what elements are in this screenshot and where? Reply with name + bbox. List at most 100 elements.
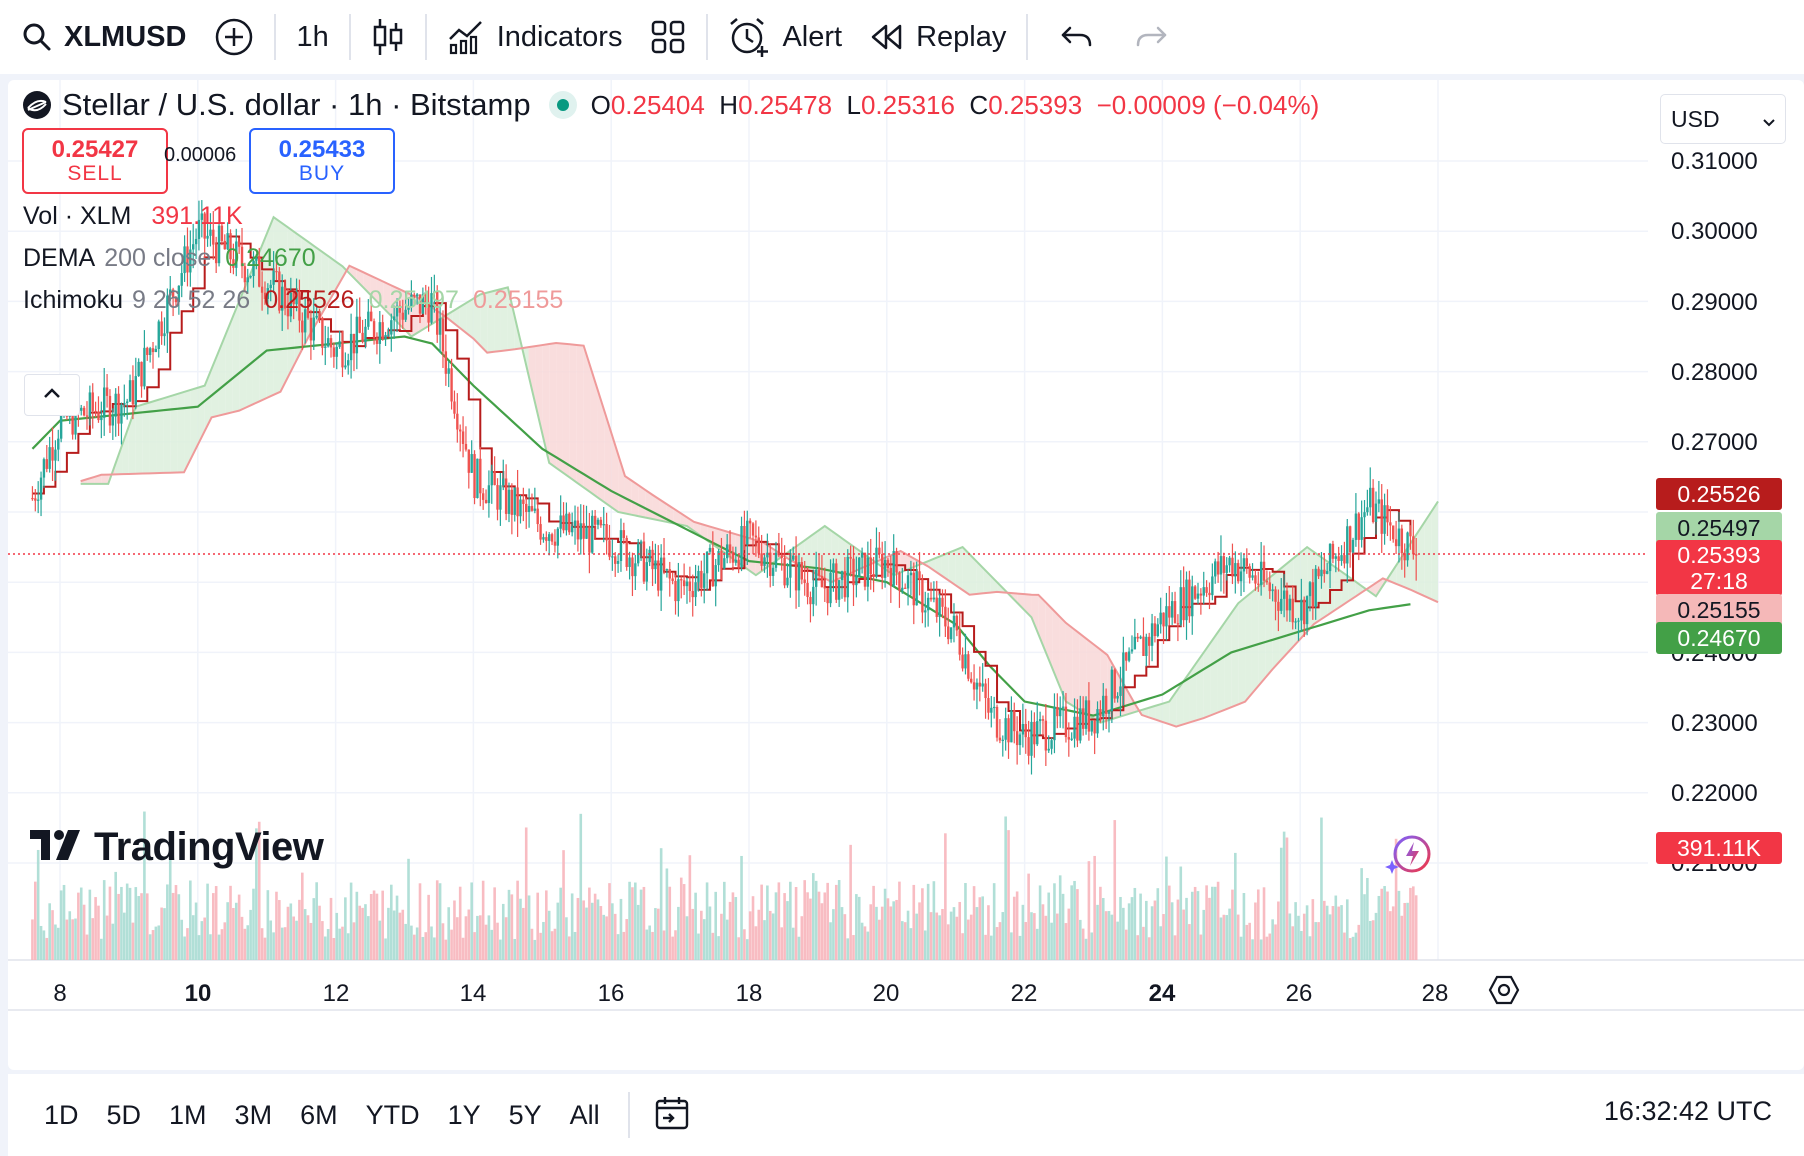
cloud-segment xyxy=(935,555,942,576)
volume-bar xyxy=(1173,935,1177,960)
candle-body xyxy=(1354,513,1358,540)
currency-select[interactable]: USD xyxy=(1660,94,1786,144)
candle-body xyxy=(131,380,135,405)
volume-bar xyxy=(412,934,416,960)
candle-body xyxy=(961,654,964,669)
volume-bar xyxy=(757,909,761,960)
volume-bar xyxy=(36,849,40,960)
candle-body xyxy=(97,411,100,421)
cloud-segment xyxy=(631,480,639,517)
candle-body xyxy=(484,499,488,504)
candle-body xyxy=(269,284,272,289)
volume-bar xyxy=(998,922,1002,960)
volume-bar xyxy=(1070,885,1073,960)
volume-bar xyxy=(625,919,629,960)
volume-bar xyxy=(1259,939,1263,960)
range-1d-button[interactable]: 1D xyxy=(44,1099,79,1130)
range-all-button[interactable]: All xyxy=(569,1099,600,1130)
candle-body xyxy=(1248,566,1251,578)
candle-body xyxy=(249,276,252,278)
sell-button[interactable]: 0.25427 SELL xyxy=(22,128,168,194)
range-5d-button[interactable]: 5D xyxy=(106,1099,142,1130)
candle-body xyxy=(1202,587,1205,596)
candle-body xyxy=(1208,592,1211,596)
range-3m-button[interactable]: 3M xyxy=(234,1099,273,1130)
replay-button[interactable]: Replay xyxy=(856,0,1020,74)
chart-type-button[interactable] xyxy=(357,0,419,74)
time-label: 14 xyxy=(459,980,487,1007)
candle-body xyxy=(349,333,353,361)
candle-body xyxy=(1004,718,1007,740)
symbol-search[interactable]: XLMUSD xyxy=(0,0,200,74)
candle-body xyxy=(1228,557,1231,566)
candle-body xyxy=(321,317,324,348)
volume-bar xyxy=(212,893,215,960)
indicators-button[interactable]: Indicators xyxy=(433,0,637,74)
cloud-segment xyxy=(962,547,970,595)
range-1m-button[interactable]: 1M xyxy=(169,1099,207,1130)
range-ytd-button[interactable]: YTD xyxy=(365,1099,420,1130)
legend-collapse-button[interactable] xyxy=(24,374,80,416)
undo-button[interactable] xyxy=(1034,0,1108,74)
candle-body xyxy=(1245,558,1249,567)
interval-button[interactable]: 1h xyxy=(282,0,342,74)
assistant-lightning-button[interactable] xyxy=(1384,832,1434,885)
volume-bar xyxy=(464,916,468,960)
volume-bar xyxy=(209,934,212,960)
cloud-segment xyxy=(1238,597,1246,705)
price-chart[interactable] xyxy=(8,80,1804,1070)
volume-bar xyxy=(545,890,548,960)
range-5y-button[interactable]: 5Y xyxy=(508,1099,542,1130)
volume-bar xyxy=(430,926,433,960)
layouts-button[interactable] xyxy=(636,0,700,74)
volume-bar xyxy=(1305,905,1309,960)
cloud-segment xyxy=(1017,593,1025,611)
candle-body xyxy=(461,431,465,444)
candle-body xyxy=(111,416,115,426)
candle-body xyxy=(1268,582,1271,592)
candle-body xyxy=(941,597,944,607)
candle-body xyxy=(860,552,864,558)
volume-bar xyxy=(1136,935,1140,960)
candle-body xyxy=(1110,669,1114,712)
range-6m-button[interactable]: 6M xyxy=(300,1099,338,1130)
candle-body xyxy=(614,556,617,564)
candle-body xyxy=(1081,708,1085,729)
candle-body xyxy=(413,294,416,297)
candle-body xyxy=(375,337,379,344)
redo-button[interactable] xyxy=(1108,0,1182,74)
compare-button[interactable] xyxy=(200,0,268,74)
utc-clock[interactable]: 16:32:42 UTC xyxy=(1603,1096,1772,1126)
buy-button[interactable]: 0.25433 BUY xyxy=(249,128,395,194)
go-to-date-button[interactable] xyxy=(644,1095,700,1136)
volume-bar xyxy=(1101,898,1105,960)
candle-body xyxy=(780,555,783,559)
candle-body xyxy=(680,579,683,581)
volume-bar xyxy=(298,899,301,960)
symbol-label: XLMUSD xyxy=(64,20,187,53)
chart-settings-button[interactable] xyxy=(1488,974,1520,1011)
candlestick-icon xyxy=(371,17,405,57)
alert-button[interactable]: Alert xyxy=(714,0,856,74)
volume-bar xyxy=(332,937,336,960)
candle-body xyxy=(1136,636,1139,639)
candle-body xyxy=(803,579,806,583)
volume-bar xyxy=(596,899,600,960)
volume-bar xyxy=(424,932,428,960)
candle-body xyxy=(725,544,729,559)
ichimoku-span-a xyxy=(80,215,1439,724)
candle-body xyxy=(866,557,870,587)
volume-bar xyxy=(111,923,115,960)
chart-panel[interactable]: Stellar / U.S. dollar · 1h · Bitstamp O0… xyxy=(8,80,1804,1070)
candle-body xyxy=(728,544,732,552)
volume-bar xyxy=(246,925,250,960)
candle-body xyxy=(272,271,275,285)
candle-body xyxy=(392,316,396,321)
candle-body xyxy=(1386,505,1389,523)
candle-body xyxy=(1024,724,1027,738)
range-1y-button[interactable]: 1Y xyxy=(447,1099,481,1130)
cloud-segment xyxy=(1093,644,1101,723)
cloud-segment xyxy=(749,538,756,576)
cloud-segment xyxy=(1196,652,1204,721)
volume-bar xyxy=(77,892,80,960)
